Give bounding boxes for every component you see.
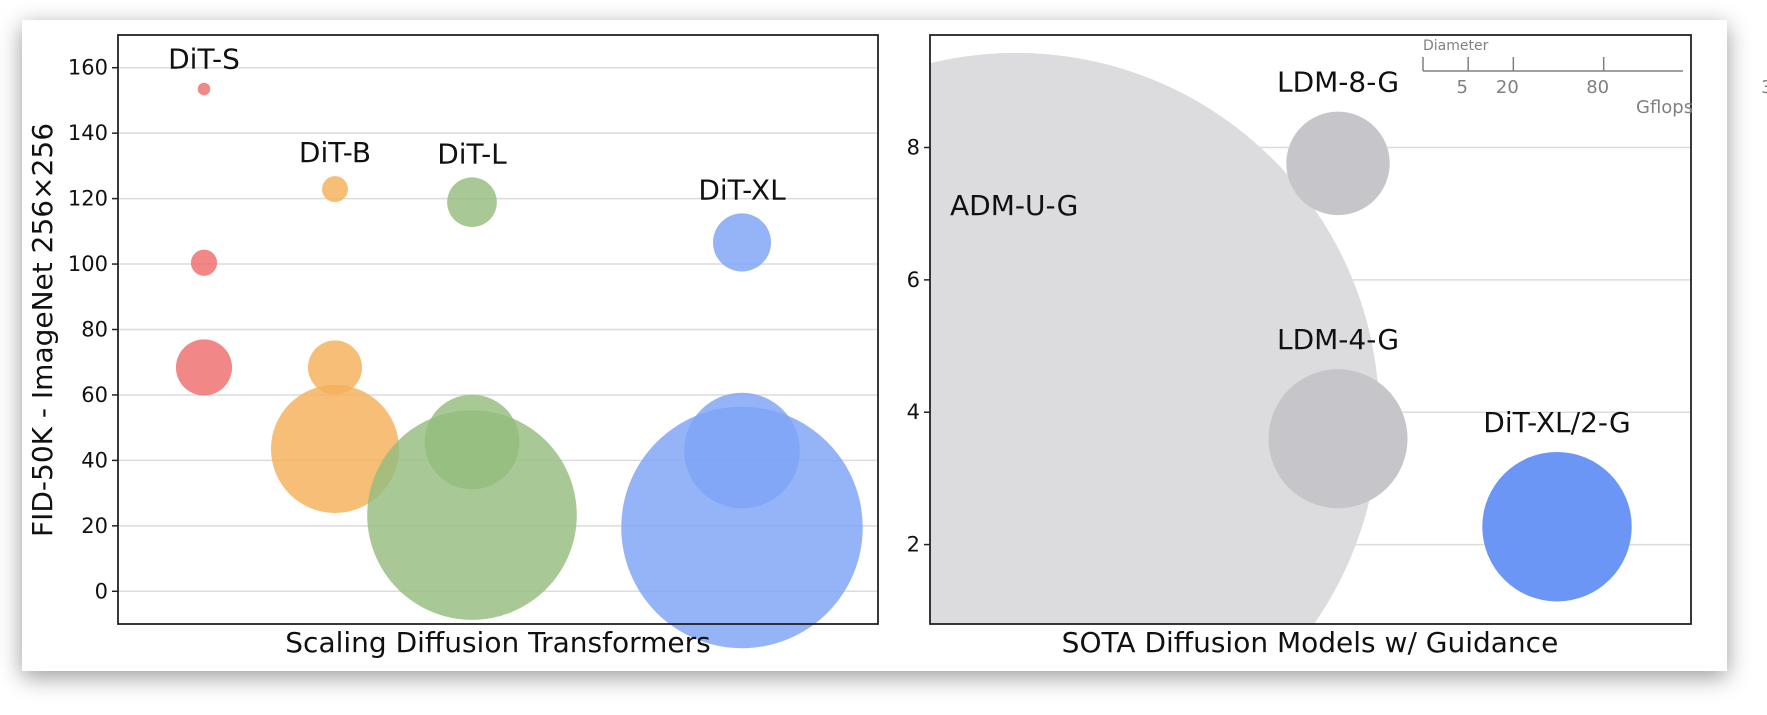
left-chart: 0 20 40 60 80 100 120 140 160 DiT-S DiT-B DiT-L DiT… (26, 34, 879, 659)
legend-title: Diameter (1423, 38, 1489, 54)
bubble-dit-l (367, 410, 577, 620)
legend-tick-label: 20 (1496, 77, 1519, 98)
right-y-tick-label: 6 (907, 268, 920, 292)
bubble-dit-xl-2-g (1482, 451, 1632, 602)
legend-tick-label: 5 (1456, 77, 1467, 98)
bubble-dit-s (197, 82, 211, 96)
series-label-dit-xl: DiT-XL (698, 173, 786, 206)
bubble-adm-u-g (930, 52, 1380, 624)
left-y-tick-label: 120 (68, 187, 108, 211)
bubble-ldm-4-g (1268, 369, 1408, 509)
left-y-tick-label: 100 (68, 252, 108, 276)
left-y-axis-label: FID-50K - ImageNet 256×256 (26, 123, 59, 537)
right-y-tick-label: 8 (907, 136, 920, 160)
figure-card (22, 20, 1727, 671)
model-label-dit-xl-2-g: DiT-XL/2-G (1483, 406, 1630, 439)
bubble-dit-b (322, 176, 348, 203)
right-x-axis-label: SOTA Diffusion Models w/ Guidance (1062, 626, 1559, 659)
right-plot-frame (929, 34, 1692, 625)
size-legend: Diameter 5 20 80 320 Gflops (1422, 38, 1767, 118)
left-y-tick-label: 40 (81, 448, 108, 472)
legend-unit: Gflops (1636, 97, 1693, 118)
bubble-dit-b (307, 340, 363, 395)
bubble-dit-xl (712, 213, 772, 272)
legend-tick-label: 320 (1761, 77, 1767, 98)
bubble-dit-b (270, 384, 400, 513)
legend-tick-label: 80 (1586, 77, 1609, 98)
left-x-axis-label: Scaling Diffusion Transformers (285, 626, 710, 659)
model-label-ldm-8-g: LDM-8-G (1277, 66, 1399, 99)
model-label-adm-u-g: ADM-U-G (950, 189, 1078, 222)
bubble-ldm-8-g (1286, 111, 1390, 216)
left-y-tick-label: 160 (68, 56, 108, 80)
left-y-tick-label: 80 (81, 318, 108, 342)
bubble-dit-s (175, 339, 233, 396)
series-label-dit-s: DiT-S (168, 43, 240, 76)
series-label-dit-b: DiT-B (299, 136, 371, 169)
left-y-tick-label: 0 (95, 579, 108, 603)
left-y-tick-label: 20 (81, 514, 108, 538)
model-label-ldm-4-g: LDM-4-G (1277, 323, 1399, 356)
bubble-dit-s (190, 249, 218, 276)
left-y-tick-label: 140 (68, 121, 108, 145)
right-chart: 2 4 6 8 ADM-U-G LDM-8-G LDM-4-G DiT-XL/2-G SOT… (907, 34, 1767, 659)
bubble-dit-l (447, 177, 497, 228)
left-y-tick-label: 60 (81, 383, 108, 407)
series-label-dit-l: DiT-L (437, 137, 507, 170)
right-y-tick-label: 2 (907, 533, 920, 557)
right-y-tick-label: 4 (907, 400, 920, 424)
bubble-dit-xl (621, 406, 863, 649)
